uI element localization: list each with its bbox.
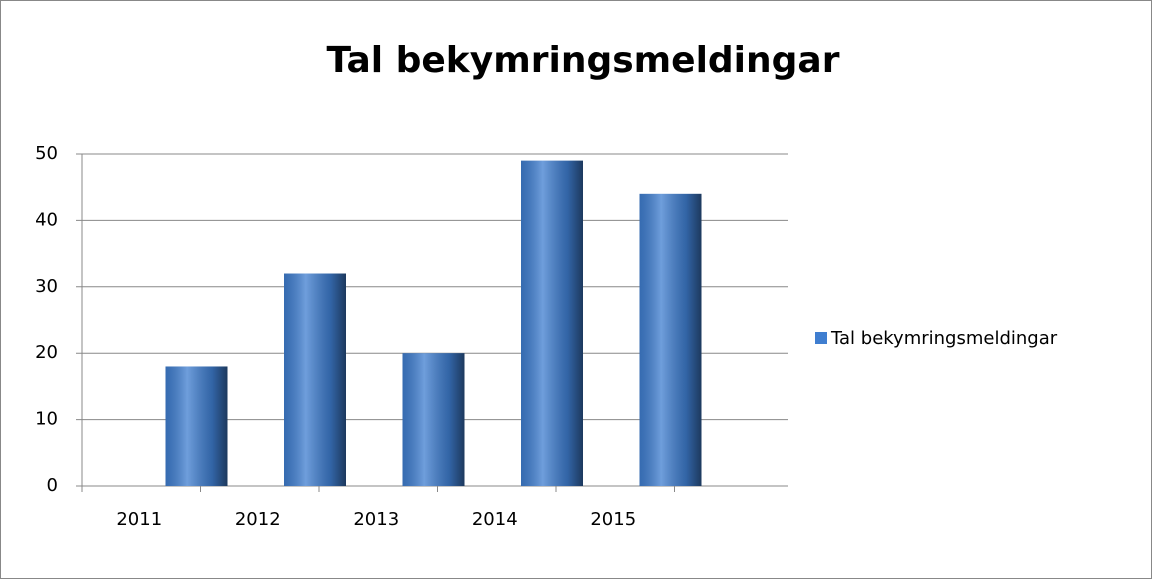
x-tick-label: 2013 [353,509,399,530]
y-tick-label: 30 [35,276,58,297]
y-tick-label: 20 [35,342,58,363]
x-tick-label: 2011 [116,509,162,530]
legend-label: Tal bekymringsmeldingar [830,328,1058,349]
bar-shading [402,353,465,486]
bar-shading [165,366,228,486]
y-tick-label: 50 [35,143,58,164]
x-tick-label: 2012 [235,509,281,530]
y-tick-label: 0 [47,475,58,496]
bar-shading [521,160,583,486]
y-tick-label: 10 [35,409,58,430]
bar-shading [284,273,346,486]
bar-shading [639,193,702,486]
legend-swatch [815,332,827,344]
chart-title: Tal bekymringsmeldingar [327,40,840,81]
x-tick-label: 2014 [472,509,518,530]
x-tick-label: 2015 [590,509,636,530]
y-tick-label: 40 [35,209,58,230]
